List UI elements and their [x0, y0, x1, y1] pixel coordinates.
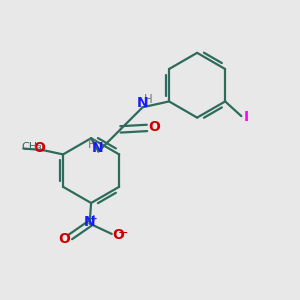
Text: O: O — [59, 232, 70, 246]
Text: N: N — [92, 141, 103, 155]
Text: H: H — [88, 138, 97, 151]
Text: I: I — [244, 110, 249, 124]
Text: H: H — [143, 93, 152, 106]
Text: O: O — [112, 227, 124, 242]
Text: CH₃: CH₃ — [22, 142, 43, 152]
Text: −: − — [118, 226, 128, 239]
Text: O: O — [148, 120, 160, 134]
Text: O: O — [33, 141, 45, 154]
Text: N: N — [137, 96, 149, 110]
Text: N: N — [84, 215, 96, 230]
Text: +: + — [90, 214, 98, 224]
